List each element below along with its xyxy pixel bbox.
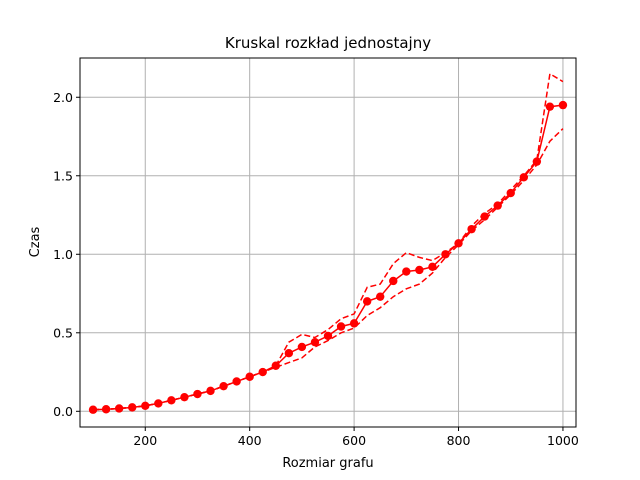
- y-tick-label: 2.0: [53, 90, 73, 105]
- data-point: [88, 405, 98, 414]
- plot-frame: [79, 57, 577, 428]
- chart-title: Kruskal rozkład jednostajny: [225, 34, 431, 52]
- y-tick-label: 1.0: [53, 247, 73, 262]
- data-point: [402, 267, 411, 276]
- data-point: [467, 224, 476, 234]
- data-point: [297, 342, 307, 352]
- dashed-series-line: [93, 128, 564, 411]
- data-point: [362, 297, 372, 306]
- data-point: [389, 276, 398, 286]
- dashed-series-line: [93, 72, 564, 411]
- data-point: [336, 322, 346, 331]
- data-point: [519, 173, 528, 182]
- data-point: [558, 100, 568, 110]
- data-point: [376, 292, 385, 301]
- data-point: [428, 262, 437, 272]
- x-tick-label: 200: [133, 433, 157, 448]
- data-point: [545, 102, 555, 111]
- data-point: [284, 349, 294, 358]
- series-layer: [88, 72, 568, 414]
- y-tick-label: 0.0: [53, 404, 73, 419]
- x-tick-label: 600: [342, 433, 366, 448]
- y-tick-label: 0.5: [53, 325, 73, 340]
- data-point: [193, 389, 202, 399]
- y-axis-label: Czas: [28, 226, 43, 257]
- x-tick-label: 1000: [547, 433, 579, 448]
- data-point: [219, 381, 228, 391]
- data-point: [493, 201, 502, 210]
- x-axis-label: Rozmiar grafu: [282, 456, 373, 471]
- data-point: [141, 401, 150, 411]
- x-tick-label: 800: [447, 433, 471, 448]
- main-series-line: [93, 104, 563, 411]
- data-point: [415, 265, 424, 275]
- data-point: [323, 331, 333, 341]
- x-tick-label: 400: [238, 433, 262, 448]
- grid-lines: [80, 58, 576, 427]
- data-point: [245, 372, 254, 381]
- data-point: [167, 396, 176, 405]
- data-point: [506, 188, 515, 198]
- ticks-layer: 200 400 600 800 1000 0.0 0.5 1.0 1.5 2.0: [53, 90, 579, 448]
- y-tick-label: 1.5: [53, 168, 73, 183]
- data-point: [310, 338, 320, 347]
- data-point: [114, 404, 124, 413]
